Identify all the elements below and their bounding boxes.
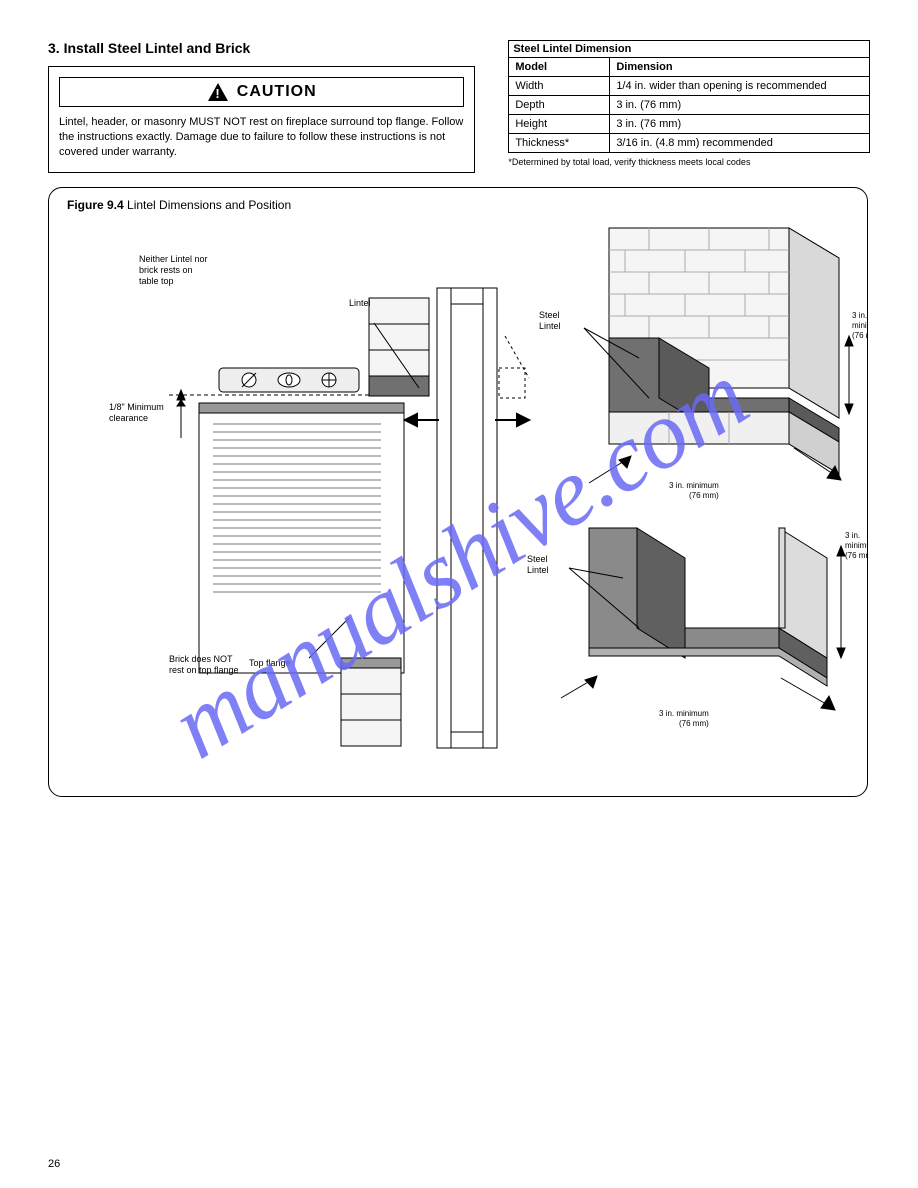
dim-d2b: (76 mm) (679, 719, 709, 728)
label-steel-lintel4: Lintel (527, 565, 549, 575)
table-row: Width1/4 in. wider than opening is recom… (509, 77, 870, 96)
page: 3. Install Steel Lintel and Brick ! CAUT… (0, 0, 918, 1188)
dim-h2a: 3 in. (845, 531, 860, 540)
table-footnote: *Determined by total load, verify thickn… (508, 157, 870, 167)
dim-h1a: 3 in. (852, 311, 867, 320)
iso-brick-wall (584, 228, 853, 483)
warning-box: ! CAUTION Lintel, header, or masonry MUS… (48, 66, 475, 173)
iso-steel-lintel (561, 528, 845, 710)
dim-d1a: 3 in. minimum (669, 481, 719, 490)
level-icon (219, 368, 359, 392)
top-left-col: 3. Install Steel Lintel and Brick ! CAUT… (48, 40, 475, 173)
label-steel-lintel2: Lintel (539, 321, 561, 331)
louver-front (199, 403, 404, 673)
section-heading: 3. Install Steel Lintel and Brick (48, 40, 475, 56)
figure-number: Figure 9.4 (67, 198, 124, 212)
section-arrows (405, 414, 529, 426)
clearance-arrow (177, 390, 185, 438)
table-row: Height3 in. (76 mm) (509, 115, 870, 134)
label-topflange: Top flange (249, 658, 291, 668)
label-steel-lintel1: Steel (539, 310, 560, 320)
label-brickno1: Brick does NOT (169, 654, 233, 664)
dim-h2b: minimum (845, 541, 868, 550)
stud-wall (437, 288, 497, 748)
warning-header: ! CAUTION (59, 77, 464, 107)
figure-frame: Figure 9.4 Lintel Dimensions and Positio… (48, 187, 868, 797)
dim-d2a: 3 in. minimum (659, 709, 709, 718)
label-steel-lintel3: Steel (527, 554, 548, 564)
figure-title: Figure 9.4 Lintel Dimensions and Positio… (67, 198, 291, 212)
label-lintel: Lintel (349, 298, 371, 308)
dim-h2c: (76 mm) (845, 551, 868, 560)
col-header: Dimension (610, 58, 870, 77)
dim-h1c: (76 mm) (852, 331, 868, 340)
label-brickno2: rest on top flange (169, 665, 239, 675)
brick-stack-upper (369, 298, 429, 396)
label-neither3: table top (139, 276, 174, 286)
top-right-col: Steel Lintel Dimension Model Dimension W… (508, 40, 870, 167)
figure-svg: Lintel 1/8" Minimum clearance Neither Li… (49, 188, 868, 797)
dim-h1b: minimum (852, 321, 868, 330)
table-row: Thickness*3/16 in. (4.8 mm) recommended (509, 134, 870, 153)
table-row: Model Dimension (509, 58, 870, 77)
warning-icon: ! (207, 82, 229, 102)
figure-caption: Lintel Dimensions and Position (127, 198, 291, 212)
page-number: 26 (48, 1158, 60, 1170)
warning-label: CAUTION (237, 83, 317, 101)
label-clearance: 1/8" Minimum (109, 402, 164, 412)
label-neither2: brick rests on (139, 265, 193, 275)
brick-stack-lower (341, 658, 401, 746)
label-clearance2: clearance (109, 413, 148, 423)
lintel-table-title: Steel Lintel Dimension (508, 40, 870, 57)
label-neither1: Neither Lintel nor (139, 254, 208, 264)
top-row: 3. Install Steel Lintel and Brick ! CAUT… (48, 40, 870, 173)
lintel-table: Model Dimension Width1/4 in. wider than … (508, 57, 870, 153)
col-header: Model (509, 58, 610, 77)
table-row: Depth3 in. (76 mm) (509, 96, 870, 115)
dim-d1b: (76 mm) (689, 491, 719, 500)
svg-text:!: ! (215, 86, 220, 101)
warning-text: Lintel, header, or masonry MUST NOT rest… (59, 115, 464, 160)
